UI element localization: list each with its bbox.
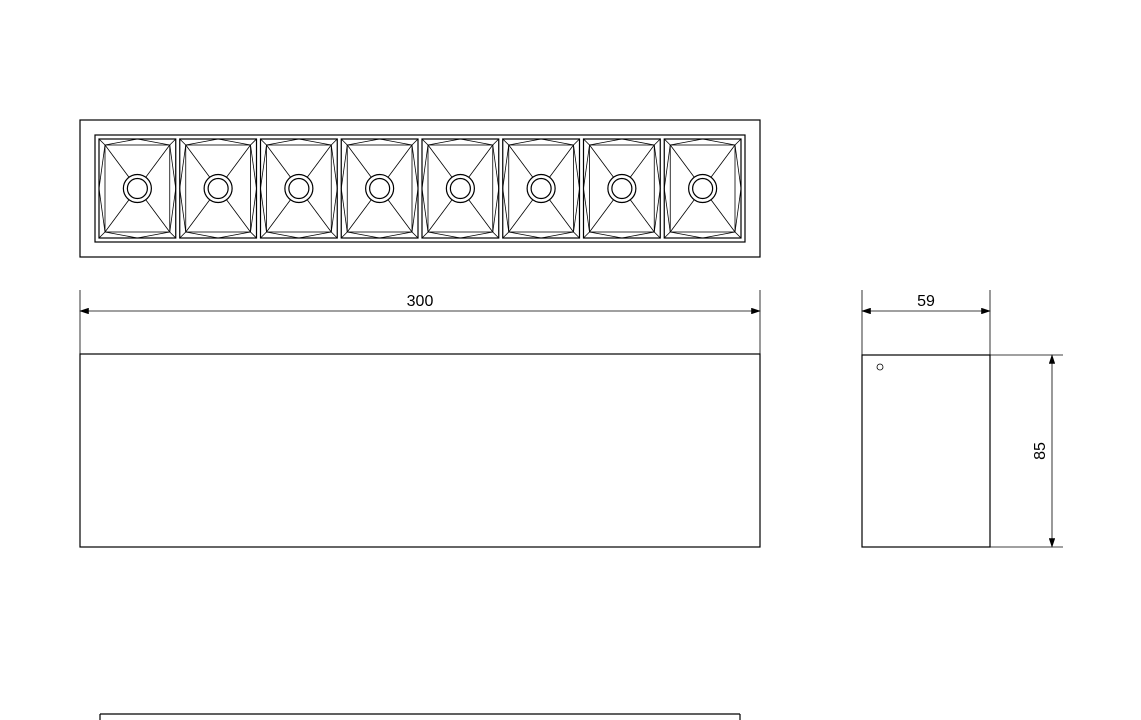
dim-width-300: 300 <box>80 290 760 354</box>
dim-width-59: 59 <box>862 290 990 355</box>
front-rect <box>80 354 760 547</box>
led-cell <box>341 139 418 238</box>
top-outer-rect <box>80 120 760 257</box>
side-rect <box>862 355 990 547</box>
dim-height-85: 85 <box>990 355 1063 547</box>
bottom-strip <box>100 714 740 720</box>
dim-label-300: 300 <box>407 293 434 310</box>
led-cell <box>180 139 257 238</box>
side-hole <box>877 364 883 370</box>
led-cell <box>584 139 661 238</box>
top-inner-rect <box>95 135 745 242</box>
led-cell <box>99 139 176 238</box>
led-cell <box>503 139 580 238</box>
led-cell <box>261 139 338 238</box>
side-view: 59 85 <box>862 290 1063 547</box>
top-cells <box>99 139 741 238</box>
dim-label-59: 59 <box>917 293 935 310</box>
led-cell <box>422 139 499 238</box>
front-view: 300 <box>80 290 760 547</box>
top-view <box>80 120 760 257</box>
led-cell <box>664 139 741 238</box>
dim-label-85: 85 <box>1032 442 1049 460</box>
technical-drawing: 300 59 85 <box>0 0 1141 720</box>
